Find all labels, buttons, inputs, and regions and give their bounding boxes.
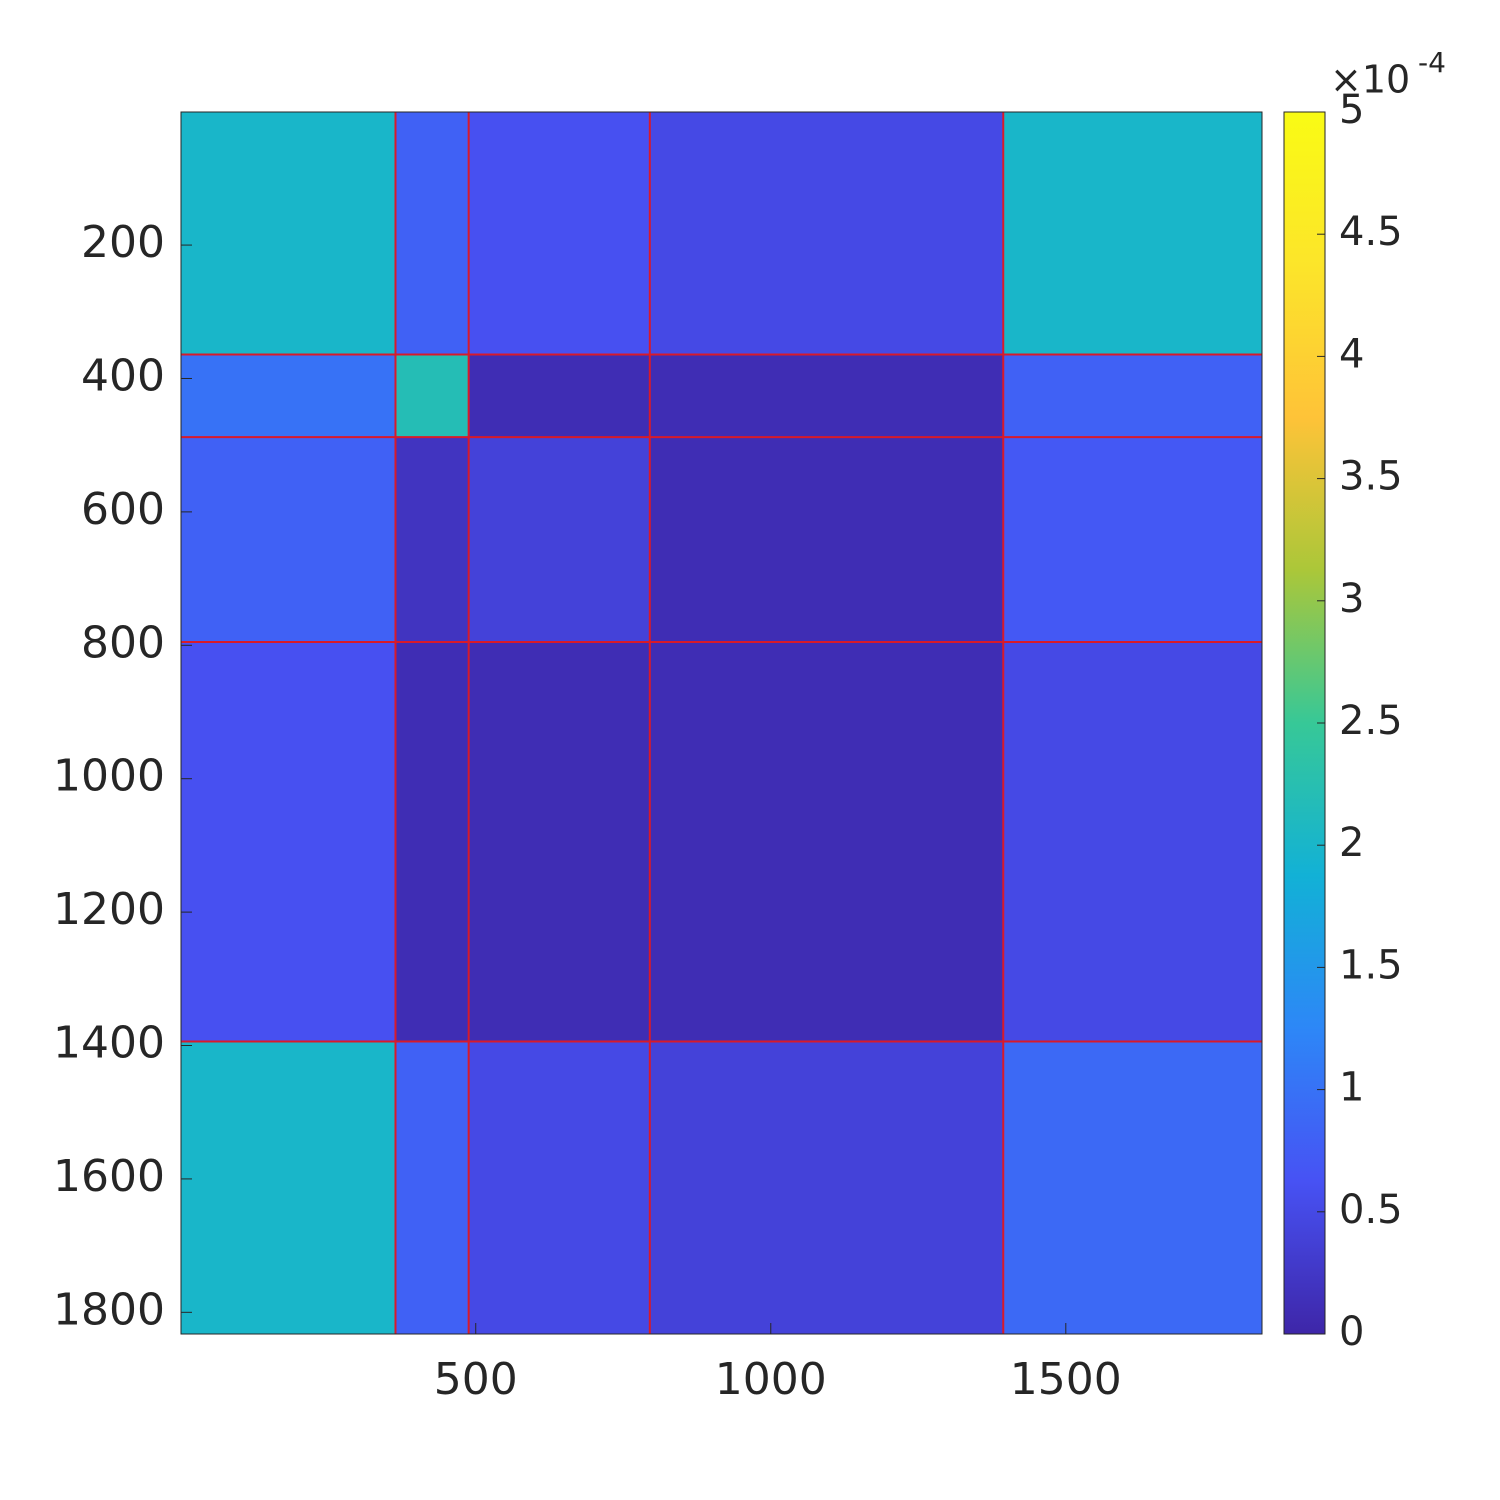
heatmap-block xyxy=(181,112,396,355)
y-tick-label: 1000 xyxy=(53,751,165,802)
heatmap-block xyxy=(181,437,396,642)
heatmap-block xyxy=(395,641,469,1042)
heatmap-block xyxy=(395,112,469,355)
y-tick-label: 800 xyxy=(81,617,165,668)
heatmap-block xyxy=(395,354,469,438)
heatmap-block xyxy=(468,1041,650,1334)
colorbar-tick-label: 0 xyxy=(1339,1309,1364,1355)
heatmap-block xyxy=(468,112,650,355)
heatmap-block xyxy=(1003,112,1262,355)
y-tick-label: 1800 xyxy=(53,1284,165,1335)
y-tick-label: 1400 xyxy=(53,1018,165,1069)
y-tick-label: 1200 xyxy=(53,884,165,935)
colorbar-tick-label: 5 xyxy=(1339,87,1364,133)
colorbar-multiplier: ×10 xyxy=(1330,58,1410,102)
axes-frame xyxy=(180,111,1263,1335)
colorbar-tick-label: 4 xyxy=(1339,331,1364,377)
y-tick-label: 400 xyxy=(81,350,165,401)
colorbar-tick-label: 3 xyxy=(1339,576,1364,622)
heatmap-block xyxy=(649,354,1004,438)
heatmap-block xyxy=(468,641,650,1042)
heatmap-block xyxy=(649,437,1004,642)
heatmap-block xyxy=(1003,354,1262,438)
x-tick-label: 1500 xyxy=(1010,1354,1122,1405)
heatmap-block xyxy=(395,437,469,642)
colorbar-tick-label: 2.5 xyxy=(1339,698,1403,744)
heatmap-block xyxy=(1003,641,1262,1042)
x-tick-label: 1000 xyxy=(715,1354,827,1405)
heatmap-block xyxy=(1003,437,1262,642)
colorbar-exponent: -4 xyxy=(1418,46,1446,79)
heatmap-block xyxy=(181,641,396,1042)
colorbar-tick-label: 3.5 xyxy=(1339,454,1403,500)
plot-area xyxy=(181,112,1262,1334)
y-tick-label: 600 xyxy=(81,484,165,535)
colorbar-tick-label: 4.5 xyxy=(1339,209,1403,255)
x-tick-label: 500 xyxy=(434,1354,518,1405)
heatmap-block xyxy=(649,641,1004,1042)
heatmap-block xyxy=(649,1041,1004,1334)
y-tick-label: 200 xyxy=(81,217,165,268)
heatmap-block xyxy=(468,354,650,438)
colorbar-tick-label: 2 xyxy=(1339,820,1364,866)
heatmap-block xyxy=(649,112,1004,355)
heatmap-block xyxy=(1003,1041,1262,1334)
heatmap-block xyxy=(181,1041,396,1334)
colorbar-tick-label: 1.5 xyxy=(1339,942,1403,988)
colorbar-tick-label: 1 xyxy=(1339,1065,1364,1111)
y-tick-label: 1600 xyxy=(53,1151,165,1202)
heatmap-block xyxy=(468,437,650,642)
heatmap-block xyxy=(395,1041,469,1334)
heatmap-block xyxy=(181,354,396,438)
colorbar-tick-label: 0.5 xyxy=(1339,1187,1403,1233)
